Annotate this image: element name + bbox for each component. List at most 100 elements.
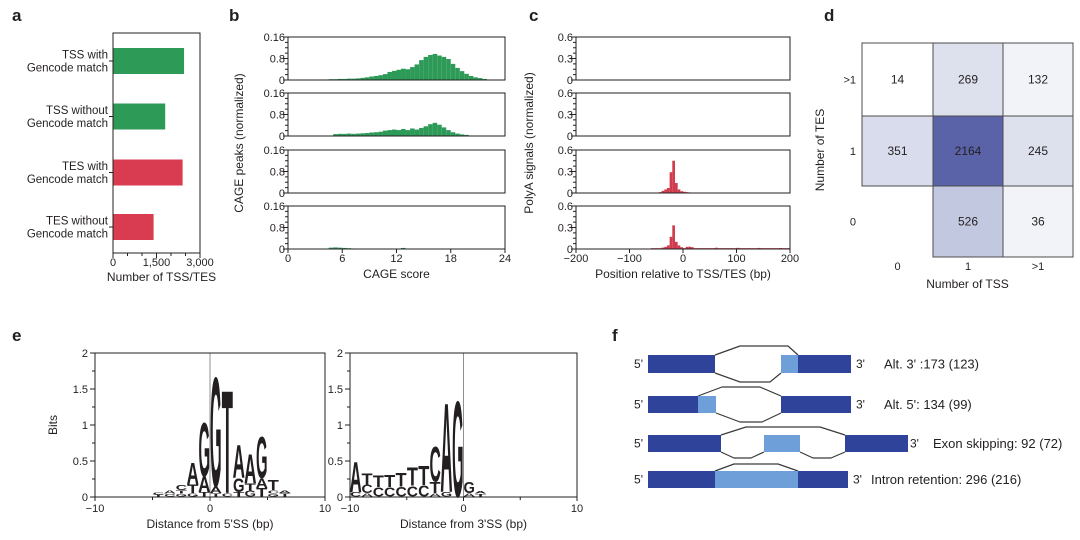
- y-tick-label: 0: [279, 75, 285, 87]
- logo-letter: A: [244, 446, 256, 493]
- y-axis-label: Bits: [46, 415, 60, 435]
- plot-frame: [287, 149, 506, 194]
- y-tick-label: 0.16: [264, 32, 285, 44]
- hist-bar: [387, 71, 392, 80]
- hist-bar: [677, 189, 681, 193]
- hist-bar: [405, 69, 411, 80]
- y-tick-label: 1.5: [73, 384, 88, 396]
- hist-bar: [666, 187, 670, 193]
- hist-bar: [414, 64, 420, 80]
- heatmap-value: 351: [887, 144, 907, 158]
- hist-bar: [364, 133, 370, 136]
- logo-letter: A: [187, 457, 199, 492]
- hist-bar: [396, 130, 402, 136]
- hist-bar: [373, 132, 379, 136]
- x-tick-label: 18: [445, 253, 457, 265]
- hist-bar: [677, 245, 681, 249]
- x-tick-label: −200: [564, 253, 589, 265]
- hist-bar: [459, 71, 465, 80]
- exon-segment: [648, 355, 715, 373]
- hist-bar: [405, 130, 411, 136]
- category-label: TES without Gencode match: [27, 216, 109, 241]
- x-tick-label: 10: [319, 503, 331, 515]
- bar-segment: [113, 159, 183, 186]
- logo-letter: A: [210, 485, 223, 495]
- hist-bar: [450, 132, 456, 136]
- hist-bar: [428, 55, 433, 80]
- hist-bar: [674, 241, 678, 249]
- x-tick-label: 10: [571, 503, 583, 515]
- x-axis-label: CAGE score: [363, 267, 430, 281]
- hist-bar: [459, 134, 465, 136]
- five-prime-label: 5': [634, 398, 643, 412]
- logo-letter: T: [268, 477, 280, 494]
- logo-letter: C: [429, 437, 440, 492]
- logo-letter: G: [176, 493, 188, 497]
- hist-bar: [355, 133, 361, 136]
- three-prime-label: 3': [856, 398, 865, 412]
- hist-bar: [437, 124, 442, 136]
- hist-bar: [680, 191, 683, 193]
- heatmap-cell: [861, 42, 934, 117]
- category-label: TSS with Gencode match: [27, 50, 108, 75]
- category-label: TES with Gencode match: [27, 161, 108, 186]
- exon-segment: [798, 355, 851, 373]
- logo-letter: T: [361, 470, 373, 488]
- panel-label-d: d: [824, 6, 835, 25]
- hist-bar: [419, 60, 424, 80]
- hist-bar: [423, 56, 429, 80]
- y-tick-label: 2: [337, 348, 343, 360]
- logo-letter: G: [441, 492, 452, 498]
- logo-letter: A: [361, 492, 373, 498]
- hist-bar: [333, 247, 338, 249]
- heatmap-value: 269: [958, 73, 978, 87]
- hist-bar: [373, 75, 379, 80]
- bar-segment: [113, 103, 166, 130]
- panel-f-chart: 5' 3' Alt. 3' :173 (123) 5' 3' Alt. 5': 134 (…: [634, 345, 1062, 488]
- hist-bar: [674, 182, 678, 193]
- logo-letter: T: [430, 479, 442, 497]
- panel-label-c: c: [529, 6, 539, 25]
- three-prime-label: 3': [910, 437, 919, 451]
- hist-bar: [482, 78, 487, 80]
- y-tick-label: 0.6: [558, 145, 573, 157]
- hist-bar: [683, 191, 686, 193]
- alt-exon-segment: [715, 471, 798, 488]
- y-tick-label: 0.3: [558, 223, 573, 235]
- hist-bar: [455, 133, 460, 136]
- hist-bar: [401, 68, 406, 80]
- logo-letter: G: [256, 426, 268, 492]
- y-tick-label: 0: [279, 244, 285, 256]
- logo-letter: T: [475, 493, 486, 498]
- hist-bar: [410, 128, 415, 136]
- splice-row-label: Alt. 3' :173 (123): [884, 357, 979, 372]
- heatmap-cell: [1002, 42, 1074, 117]
- hist-bar: [333, 134, 338, 136]
- heatmap-value: 245: [1028, 144, 1048, 158]
- x-tick-label: 100: [727, 253, 745, 265]
- row-label: >1: [843, 75, 856, 87]
- logo-letter: A: [429, 492, 441, 498]
- logo-letter: T: [407, 463, 418, 492]
- heatmap-cell: [1002, 185, 1074, 258]
- y-tick-label: 0.16: [264, 201, 285, 213]
- hist-bar: [401, 129, 406, 136]
- hist-bar: [351, 133, 356, 136]
- logo-letter: T: [396, 470, 407, 492]
- hist-bar: [464, 134, 469, 136]
- hist-bar: [464, 73, 469, 80]
- logo-letter: G: [199, 407, 211, 493]
- heatmap-cell: [932, 42, 1004, 117]
- y-tick-label: 0: [337, 492, 343, 504]
- hist-bar: [337, 247, 343, 249]
- logo-letter: C: [361, 482, 372, 496]
- panel-a-chart: 0 1,500 3,000 TSS with Gencode match TSS with…: [27, 32, 216, 284]
- x-tick-label: 24: [499, 253, 511, 265]
- logo-letter: C: [384, 486, 395, 500]
- hist-bar: [387, 130, 392, 136]
- x-axis-label: Distance from 5'SS (bp): [146, 517, 273, 531]
- x-tick-label: 0: [680, 253, 686, 265]
- plot-frame: [575, 149, 791, 194]
- bar-segment: [113, 214, 154, 240]
- hist-bar: [715, 247, 718, 249]
